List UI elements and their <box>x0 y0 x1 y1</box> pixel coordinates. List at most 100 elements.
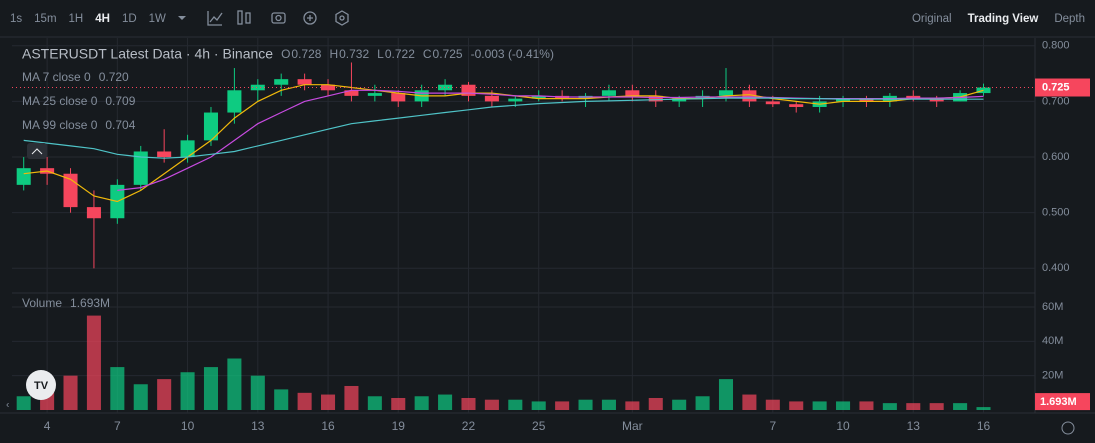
volume-bar <box>86 315 101 410</box>
ma-legend-name: MA 99 close 0 <box>22 118 98 132</box>
ohlc-value: 0.722 <box>385 47 415 61</box>
ohlc-value: 0.728 <box>291 47 321 61</box>
candle-body <box>344 90 359 96</box>
candle-body <box>765 101 780 105</box>
plot <box>12 38 1035 413</box>
candle-body <box>438 84 453 91</box>
candle-body <box>789 104 804 107</box>
interval-button[interactable]: 1s <box>10 13 22 25</box>
y-tick-label: 20M <box>1042 370 1063 382</box>
volume-bar <box>16 396 31 410</box>
x-tick-label: 19 <box>392 419 406 433</box>
collapse-button[interactable] <box>27 143 47 159</box>
volume-bar <box>133 384 148 410</box>
collapse-arrow <box>31 148 43 155</box>
volume-bar <box>367 396 382 410</box>
candle-body <box>836 98 851 102</box>
y-tick-label: 60M <box>1042 301 1063 313</box>
x-tick-label: 10 <box>181 419 195 433</box>
ma-legend-value: 0.709 <box>105 94 135 108</box>
x-tick-label: 25 <box>532 419 546 433</box>
interval-button[interactable]: 1D <box>122 13 137 25</box>
candle-body <box>461 84 476 96</box>
candle-body <box>180 140 195 158</box>
volume-bar <box>789 401 804 410</box>
candle-body <box>157 151 172 158</box>
add-plus <box>307 15 313 21</box>
hex-icon[interactable] <box>335 10 349 26</box>
ma-line <box>23 97 984 159</box>
chart-title: ASTERUSDT Latest Data · 4h · Binance <box>22 46 273 62</box>
add-icon[interactable] <box>303 11 317 25</box>
volume-bar <box>672 399 687 410</box>
x-tick-label: 13 <box>251 419 265 433</box>
volume-bar <box>859 401 874 410</box>
last-volume-tag <box>1035 393 1090 411</box>
settings-icon[interactable] <box>237 10 243 25</box>
x-tick-label: 13 <box>907 419 921 433</box>
ma-legend-value: 0.704 <box>105 118 135 132</box>
volume-bar <box>508 399 523 410</box>
toolbar <box>178 10 349 26</box>
interval-button[interactable]: 1H <box>69 13 84 25</box>
x-tick-label: 4 <box>44 419 51 433</box>
candle-body <box>906 95 921 99</box>
candle-body <box>227 90 242 113</box>
candle-body <box>859 98 874 102</box>
y-tick-label: 0.700 <box>1042 95 1070 107</box>
candle-body <box>929 98 944 102</box>
more-intervals[interactable] <box>178 16 186 20</box>
screenshot-icon[interactable] <box>271 12 286 24</box>
hex-dot <box>339 15 345 21</box>
volume-bar <box>203 367 219 410</box>
y-tick-label: 0.400 <box>1042 262 1070 274</box>
volume-bar <box>274 389 289 410</box>
x-tick-label: 16 <box>977 419 991 433</box>
volume-bar <box>836 401 851 410</box>
scroll-left[interactable]: ‹ <box>6 400 9 411</box>
volume-legend-value: 1.693M <box>70 296 110 310</box>
candle-body <box>367 93 382 96</box>
last-price-label: 0.725 <box>1042 81 1070 93</box>
ohlc-key: C <box>423 47 432 61</box>
volume-bar <box>976 407 991 410</box>
ohlc-key: O <box>281 47 290 61</box>
indicator-icon[interactable] <box>207 11 223 26</box>
volume-bar <box>718 379 734 410</box>
settings-button[interactable] <box>1061 421 1075 435</box>
volume-bar <box>531 401 546 410</box>
candle-body <box>250 84 265 91</box>
volume-bar <box>906 403 921 410</box>
volume-bar <box>578 399 593 410</box>
volume-bar <box>297 392 312 410</box>
volume-bar <box>812 401 827 410</box>
candle-body <box>484 95 499 102</box>
logo-mark: TV <box>34 380 49 392</box>
candle-body <box>86 207 101 219</box>
candle-body <box>672 98 687 102</box>
volume-bar <box>648 397 663 410</box>
volume-bar <box>110 367 125 410</box>
view-button[interactable]: Trading View <box>968 13 1039 25</box>
x-tick-label: 10 <box>836 419 850 433</box>
candle-body <box>297 79 312 85</box>
logo-circle <box>26 370 56 400</box>
view-button[interactable]: Depth <box>1054 13 1085 25</box>
ma-legend-name: MA 25 close 0 <box>22 94 98 108</box>
volume-bar <box>601 399 616 410</box>
ma-legend-value: 0.720 <box>99 70 129 84</box>
y-tick-label: 0.600 <box>1042 151 1070 163</box>
volume-bar <box>438 394 453 410</box>
view-button[interactable]: Original <box>912 13 952 25</box>
interval-button[interactable]: 1W <box>149 13 166 25</box>
interval-button[interactable]: 15m <box>34 13 56 25</box>
settings-icon-part <box>245 12 251 24</box>
candle-body <box>625 90 640 96</box>
ohlc-key: L <box>377 47 384 61</box>
candle-body <box>16 168 31 185</box>
volume-bar <box>180 372 195 410</box>
x-tick-label: Mar <box>622 419 643 433</box>
last-volume-label: 1.693M <box>1040 396 1077 408</box>
ohlc-value: -0.003 (-0.41%) <box>471 47 554 61</box>
interval-button[interactable]: 4H <box>95 13 110 25</box>
